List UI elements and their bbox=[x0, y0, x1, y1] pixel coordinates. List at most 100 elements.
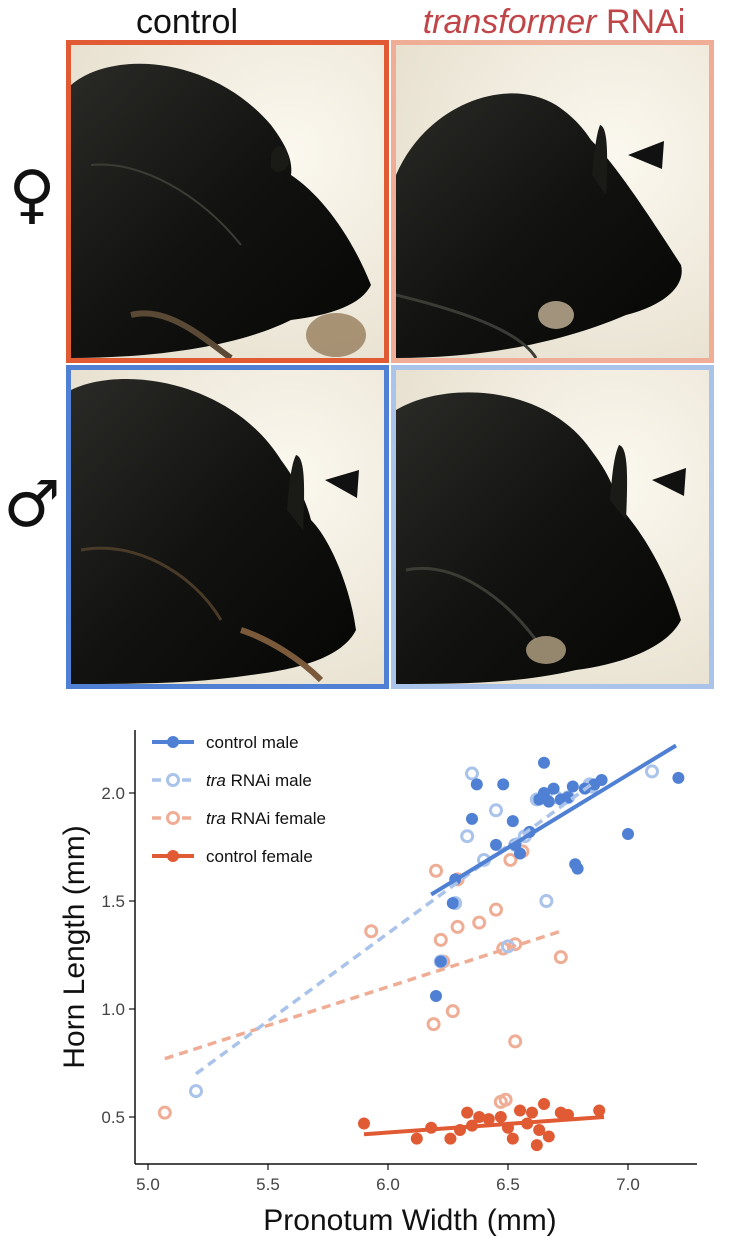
data-point bbox=[489, 803, 503, 818]
photo-tra-rnai-male bbox=[391, 365, 714, 689]
legend-label: control male bbox=[206, 733, 299, 752]
legend: control male tra RNAi male tra RNAi female… bbox=[152, 733, 326, 866]
trend-line bbox=[194, 780, 596, 1076]
data-point bbox=[430, 990, 442, 1003]
data-point bbox=[503, 852, 518, 867]
data-point bbox=[622, 828, 634, 841]
x-tick-label: 7.0 bbox=[616, 1175, 640, 1194]
data-point bbox=[461, 1106, 474, 1119]
trend-line bbox=[164, 929, 562, 1061]
beetle-head-with-horn-illustration bbox=[71, 370, 384, 684]
data-point bbox=[593, 1104, 606, 1117]
data-point bbox=[189, 1084, 203, 1099]
data-point bbox=[526, 1106, 538, 1119]
data-point bbox=[547, 782, 560, 795]
male-symbol-icon: ♂ bbox=[3, 468, 61, 542]
beetle-head-illustration bbox=[71, 45, 384, 358]
column-title-tra-rnai: transformer RNAi bbox=[404, 2, 704, 42]
x-axis-label: Pronotum Width (mm) bbox=[263, 1204, 556, 1237]
data-point bbox=[429, 863, 443, 878]
series-tra-rnai-female bbox=[157, 844, 568, 1120]
data-point bbox=[562, 791, 574, 804]
data-point bbox=[450, 919, 465, 934]
arrowhead-icon bbox=[652, 468, 686, 496]
photo-control-female bbox=[66, 40, 389, 363]
beetle-head-with-horn-illustration bbox=[396, 45, 709, 358]
data-point bbox=[542, 1130, 555, 1143]
legend-label: tra RNAi male bbox=[206, 771, 312, 790]
data-point bbox=[514, 847, 526, 860]
data-point bbox=[489, 902, 503, 917]
y-tick-label: 1.0 bbox=[101, 1000, 125, 1019]
data-point bbox=[410, 1132, 423, 1145]
data-point bbox=[426, 1017, 441, 1032]
data-point bbox=[434, 955, 447, 968]
arrowhead-icon bbox=[325, 470, 359, 498]
data-point bbox=[539, 894, 554, 908]
legend-marker bbox=[167, 736, 179, 748]
data-point bbox=[508, 1034, 523, 1049]
data-point bbox=[445, 1004, 460, 1019]
horn-length-scatter-chart: 5.0 5.5 6.0 6.5 7.0 0.5 1.0 1.5 2.0 Pronotum Wi… bbox=[58, 730, 697, 1237]
data-point bbox=[470, 778, 483, 791]
data-point bbox=[506, 1132, 519, 1145]
data-point bbox=[364, 924, 379, 939]
data-point bbox=[460, 829, 475, 844]
data-point bbox=[465, 766, 479, 781]
data-point bbox=[542, 795, 555, 808]
data-point bbox=[497, 778, 510, 791]
data-point bbox=[482, 1113, 495, 1126]
x-tick-label: 6.0 bbox=[376, 1175, 400, 1194]
data-point bbox=[358, 1117, 370, 1130]
data-point bbox=[538, 1098, 550, 1111]
y-tick-label: 1.5 bbox=[101, 892, 125, 911]
trend-line bbox=[363, 1115, 605, 1137]
legend-marker bbox=[166, 811, 180, 825]
y-ticks: 0.5 1.0 1.5 2.0 bbox=[101, 784, 135, 1127]
data-point bbox=[433, 932, 448, 947]
data-point bbox=[645, 764, 659, 779]
data-point bbox=[508, 937, 523, 952]
legend-item: control female bbox=[152, 847, 313, 866]
data-point bbox=[553, 950, 568, 965]
data-point bbox=[444, 1132, 457, 1145]
plot-area bbox=[157, 743, 685, 1152]
data-point bbox=[506, 815, 519, 828]
female-symbol-icon: ♀ bbox=[8, 158, 56, 232]
beetle-head-with-horn-illustration bbox=[396, 370, 709, 684]
x-tick-label: 5.5 bbox=[256, 1175, 280, 1194]
y-tick-label: 2.0 bbox=[101, 784, 125, 803]
legend-item: tra RNAi female bbox=[152, 809, 326, 828]
data-point bbox=[538, 756, 550, 769]
data-point bbox=[672, 771, 685, 784]
x-tick-label: 5.0 bbox=[136, 1175, 160, 1194]
data-point bbox=[446, 897, 459, 910]
legend-marker bbox=[166, 773, 180, 787]
y-axis-label: Horn Length (mm) bbox=[58, 825, 91, 1068]
data-point bbox=[533, 1123, 546, 1136]
arrowhead-icon bbox=[628, 141, 664, 169]
series-control-male bbox=[430, 756, 685, 1003]
data-point bbox=[473, 1111, 486, 1123]
photo-control-male bbox=[66, 365, 389, 689]
data-point bbox=[566, 780, 579, 793]
photo-tra-rnai-female bbox=[391, 40, 714, 363]
data-point bbox=[571, 862, 584, 875]
data-point bbox=[157, 1105, 172, 1120]
data-point bbox=[514, 1104, 526, 1117]
column-title-tra-rnai-suffix: RNAi bbox=[596, 3, 686, 41]
data-point bbox=[472, 915, 487, 930]
legend-label: tra RNAi female bbox=[206, 809, 326, 828]
legend-item: control male bbox=[152, 733, 299, 752]
column-title-control: control bbox=[135, 3, 239, 41]
column-title-tra-gene: transformer bbox=[422, 3, 597, 41]
legend-item: tra RNAi male bbox=[152, 771, 312, 790]
data-point bbox=[494, 1111, 507, 1123]
legend-label: control female bbox=[206, 847, 313, 866]
legend-marker bbox=[167, 850, 179, 862]
data-point bbox=[498, 1092, 513, 1107]
x-ticks: 5.0 5.5 6.0 6.5 7.0 bbox=[136, 1164, 640, 1194]
y-tick-label: 0.5 bbox=[101, 1108, 125, 1127]
data-point bbox=[530, 1139, 543, 1152]
data-point bbox=[595, 774, 608, 787]
